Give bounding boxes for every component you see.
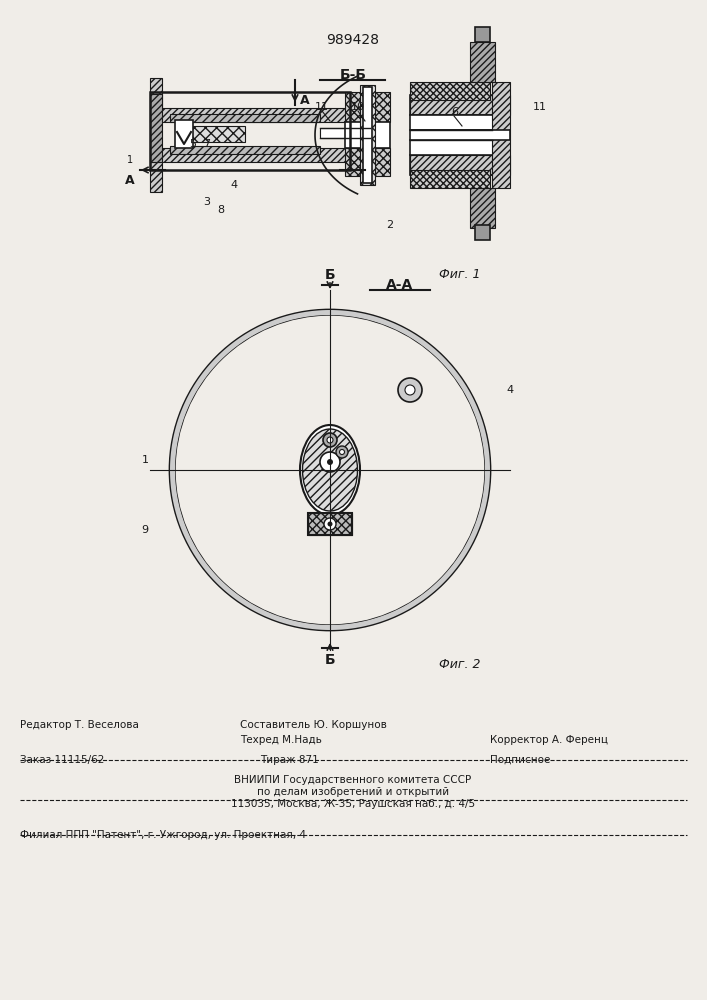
Text: 11: 11 <box>533 102 547 112</box>
Text: Заказ 11115/62: Заказ 11115/62 <box>20 755 105 765</box>
Bar <box>410 95 510 115</box>
Circle shape <box>320 452 340 472</box>
Text: Б: Б <box>325 268 335 282</box>
Text: 989428: 989428 <box>327 33 380 47</box>
Circle shape <box>327 437 333 443</box>
Polygon shape <box>170 310 490 630</box>
Bar <box>470 42 495 82</box>
Text: Фиг. 2: Фиг. 2 <box>439 658 481 672</box>
Text: Б: Б <box>325 653 335 667</box>
Bar <box>150 94 162 162</box>
Text: 9: 9 <box>141 525 148 535</box>
Bar <box>320 128 370 138</box>
Text: ВНИИПИ Государственного комитета СССР: ВНИИПИ Государственного комитета СССР <box>235 775 472 785</box>
Text: Редактор Т. Веселова: Редактор Т. Веселова <box>20 720 139 730</box>
Text: 5: 5 <box>189 139 197 149</box>
Bar <box>410 155 510 175</box>
Bar <box>345 122 390 148</box>
Bar <box>410 95 510 115</box>
Bar <box>492 82 510 188</box>
Bar <box>185 126 245 142</box>
Circle shape <box>324 518 336 530</box>
Bar <box>150 78 162 108</box>
Text: 10: 10 <box>351 102 365 112</box>
Bar <box>410 130 510 140</box>
Bar <box>345 148 390 176</box>
Bar <box>410 115 510 130</box>
Text: Составитель Ю. Коршунов: Составитель Ю. Коршунов <box>240 720 387 730</box>
Text: 1: 1 <box>141 455 148 465</box>
Circle shape <box>339 450 344 454</box>
Text: А: А <box>300 94 310 106</box>
Bar <box>308 513 352 535</box>
Bar <box>150 108 350 122</box>
Text: 2: 2 <box>387 220 394 230</box>
Bar <box>410 155 510 175</box>
Text: 3: 3 <box>204 197 211 207</box>
Bar <box>410 140 510 155</box>
Bar <box>150 162 162 192</box>
Bar <box>175 120 193 148</box>
Text: Фиг. 1: Фиг. 1 <box>439 267 481 280</box>
Circle shape <box>323 433 337 447</box>
Text: 7: 7 <box>204 139 211 149</box>
Text: 11: 11 <box>315 102 329 112</box>
Bar <box>410 170 490 188</box>
Circle shape <box>336 446 348 458</box>
Circle shape <box>327 522 332 526</box>
Text: Б-Б: Б-Б <box>339 68 366 82</box>
Text: Техред М.Надь: Техред М.Надь <box>240 735 322 745</box>
Bar <box>320 130 370 136</box>
Bar <box>345 92 390 122</box>
Text: 1: 1 <box>127 155 133 165</box>
Text: А: А <box>125 174 135 186</box>
Text: Тираж 871: Тираж 871 <box>260 755 319 765</box>
Bar <box>410 82 490 100</box>
Text: 4: 4 <box>230 180 238 190</box>
Bar <box>475 27 490 42</box>
Text: 6: 6 <box>452 107 459 117</box>
Bar <box>470 188 495 228</box>
Circle shape <box>405 385 415 395</box>
Bar <box>475 225 490 240</box>
Text: Корректор А. Ференц: Корректор А. Ференц <box>490 735 608 745</box>
Bar <box>363 87 372 183</box>
Text: Подписное: Подписное <box>490 755 550 765</box>
Circle shape <box>327 459 333 465</box>
Text: 113035, Москва, Ж-35, Раушская наб., д. 4/5: 113035, Москва, Ж-35, Раушская наб., д. … <box>231 799 475 809</box>
Circle shape <box>398 378 422 402</box>
Bar <box>150 92 350 170</box>
Bar <box>150 148 350 162</box>
Bar <box>360 85 375 185</box>
Text: по делам изобретений и открытий: по делам изобретений и открытий <box>257 787 449 797</box>
Text: 4: 4 <box>506 385 513 395</box>
Bar <box>170 146 320 154</box>
Bar <box>170 114 320 122</box>
Ellipse shape <box>300 425 360 515</box>
Ellipse shape <box>303 429 358 511</box>
Text: Филиал ППП "Патент", г. Ужгород, ул. Проектная, 4: Филиал ППП "Патент", г. Ужгород, ул. Про… <box>20 830 306 840</box>
Text: А-А: А-А <box>386 278 414 292</box>
Bar <box>308 513 352 535</box>
Text: 8: 8 <box>218 205 225 215</box>
